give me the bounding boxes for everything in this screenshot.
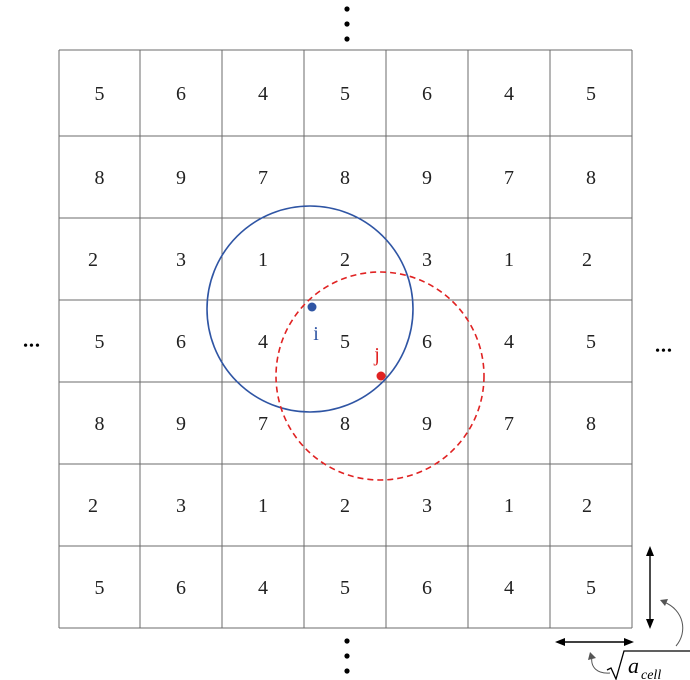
- cell-number: 8: [340, 167, 350, 189]
- cell-number: 2: [340, 249, 350, 271]
- cell-number: 7: [258, 167, 268, 189]
- cell-number: 3: [422, 249, 432, 271]
- cell-number: 1: [258, 249, 268, 271]
- cell-number: 8: [586, 167, 596, 189]
- cell-size-subscript: cell: [641, 668, 661, 680]
- cell-number: 2: [88, 495, 98, 517]
- cell-height-arrow: [646, 546, 654, 629]
- cell-number: 5: [95, 331, 105, 353]
- curved-pointer-arrowhead-left: [588, 652, 596, 660]
- cell-number: 9: [422, 413, 432, 435]
- cell-number: 1: [504, 249, 514, 271]
- cell-number: 8: [95, 167, 105, 189]
- cell-number: 4: [258, 331, 268, 353]
- cell-number: 1: [504, 495, 514, 517]
- right-horizontal-ellipsis: •••: [655, 344, 673, 359]
- cell-number: 5: [340, 331, 350, 353]
- cell-number: 5: [95, 83, 105, 105]
- top-vertical-ellipsis: [344, 6, 350, 42]
- cell-size-symbol: a: [628, 653, 639, 678]
- cell-number: 6: [176, 577, 186, 599]
- interaction-circle-i: [206, 205, 414, 413]
- cell-number: 9: [422, 167, 432, 189]
- cell-number: 3: [176, 249, 186, 271]
- particle-i-label: i: [313, 323, 319, 345]
- cell-width-arrow: [555, 638, 634, 646]
- curved-pointer-arrow-left: [591, 655, 611, 674]
- cell-number: 2: [340, 495, 350, 517]
- cell-number: 2: [582, 495, 592, 517]
- curved-pointer-arrowhead-right: [660, 599, 668, 606]
- cell-number: 8: [586, 413, 596, 435]
- particle-j-label: j: [373, 344, 380, 366]
- cell-number: 2: [582, 249, 592, 271]
- cell-number: 9: [176, 167, 186, 189]
- left-horizontal-ellipsis: •••: [23, 339, 41, 354]
- cell-number: 6: [422, 83, 432, 105]
- cell-number: 6: [422, 577, 432, 599]
- cell-number: 6: [176, 331, 186, 353]
- curved-pointer-arrow-right: [663, 601, 684, 647]
- cell-size-label: a cell: [606, 650, 690, 680]
- cell-number: 8: [95, 413, 105, 435]
- cell-number: 7: [504, 167, 514, 189]
- sqrt-symbol: [606, 650, 690, 680]
- cell-number: 5: [586, 577, 596, 599]
- particle-i-dot: [307, 302, 317, 312]
- cell-number: 3: [422, 495, 432, 517]
- cell-number: 4: [504, 83, 514, 105]
- cell-number: 5: [586, 83, 596, 105]
- cell-number: 7: [258, 413, 268, 435]
- cell-number: 5: [340, 577, 350, 599]
- cell-number: 9: [176, 413, 186, 435]
- cell-number: 8: [340, 413, 350, 435]
- particle-j-dot: [376, 371, 386, 381]
- cell-number: 5: [340, 83, 350, 105]
- cell-number: 7: [504, 413, 514, 435]
- cell-number: 1: [258, 495, 268, 517]
- cell-number: 5: [586, 331, 596, 353]
- cell-number: 3: [176, 495, 186, 517]
- cell-number: 6: [176, 83, 186, 105]
- cell-number: 2: [88, 249, 98, 271]
- interaction-circle-j: [275, 271, 485, 481]
- cell-grid: 5 6 4 5 6 4 5 8 9 7 8 9 7 8 2 3 1 2 3 1 2 5 6 4 5 6 4 5 8 9 7 8 9 7 8 2 3 1 2 3…: [58, 49, 633, 629]
- cell-number: 4: [504, 577, 514, 599]
- cell-number: 4: [504, 331, 514, 353]
- cell-number: 6: [422, 331, 432, 353]
- cell-number: 5: [95, 577, 105, 599]
- cell-number: 4: [258, 83, 268, 105]
- bottom-vertical-ellipsis: [344, 638, 350, 674]
- cell-number: 4: [258, 577, 268, 599]
